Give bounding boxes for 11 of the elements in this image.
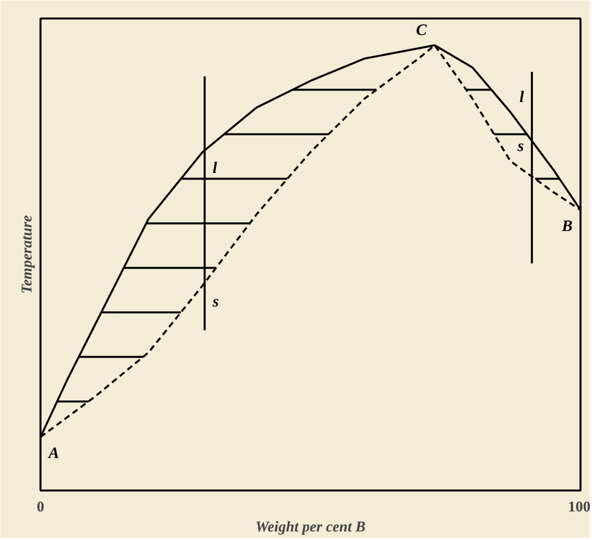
annotation: C xyxy=(416,22,428,40)
annotation: s xyxy=(212,294,219,311)
x-axis-title: Weight per cent B xyxy=(255,520,366,536)
annotation: A xyxy=(48,445,60,462)
annotation: s xyxy=(516,138,524,155)
y-axis-title: Temperature xyxy=(20,214,36,294)
annotation: B xyxy=(560,218,573,235)
x-tick-label: 0 xyxy=(36,500,44,516)
annotation: l xyxy=(519,89,524,106)
annotation: l xyxy=(212,160,218,178)
x-tick-label: 100 xyxy=(568,500,590,516)
